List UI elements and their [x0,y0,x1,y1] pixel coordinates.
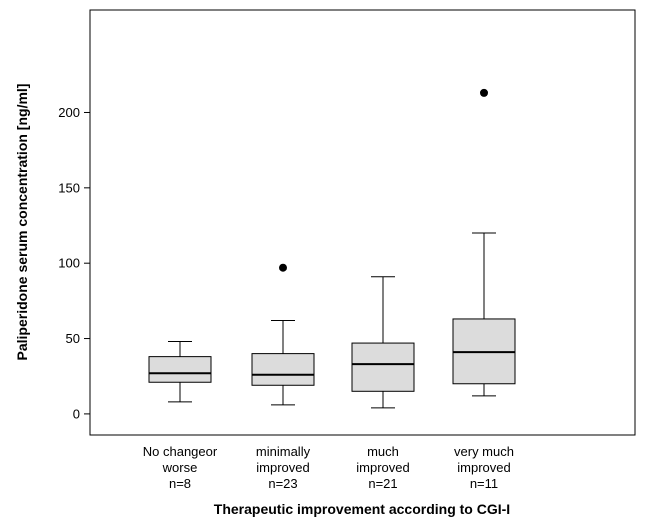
y-tick-label: 200 [58,105,80,120]
category-label-line: improved [256,460,309,475]
box-series [148,88,516,409]
category-label-line: n=21 [368,476,397,491]
iqr-box [251,353,315,386]
box-group [452,88,516,397]
x-category-labels: No changeorworsen=8minimallyimprovedn=23… [143,444,514,491]
category-label-line: worse [162,460,198,475]
y-axis-title: Paliperidone serum concentration [ng/ml] [14,84,30,361]
y-tick-label: 50 [66,331,80,346]
category-label-line: minimally [256,444,311,459]
x-axis-title: Therapeutic improvement according to CGI… [214,501,510,517]
category-label-line: very much [454,444,514,459]
category-label-line: n=23 [268,476,297,491]
y-tick-label: 100 [58,256,80,271]
y-tick-label: 150 [58,180,80,195]
category-label-line: improved [356,460,409,475]
box-group [251,263,315,406]
plot-frame [89,9,636,436]
box-group [351,276,415,409]
box-group [148,341,212,403]
iqr-box [351,342,415,392]
category-label-line: much [367,444,399,459]
outlier-point [279,263,287,272]
category-label-line: improved [457,460,510,475]
iqr-box [148,356,212,383]
category-label-line: n=8 [169,476,191,491]
y-axis: 0 50 100 150 200 [58,105,90,421]
y-tick-label: 0 [73,406,80,421]
category-label-line: n=11 [470,476,498,491]
outlier-point [480,88,488,97]
category-label-line: No changeor [143,444,218,459]
